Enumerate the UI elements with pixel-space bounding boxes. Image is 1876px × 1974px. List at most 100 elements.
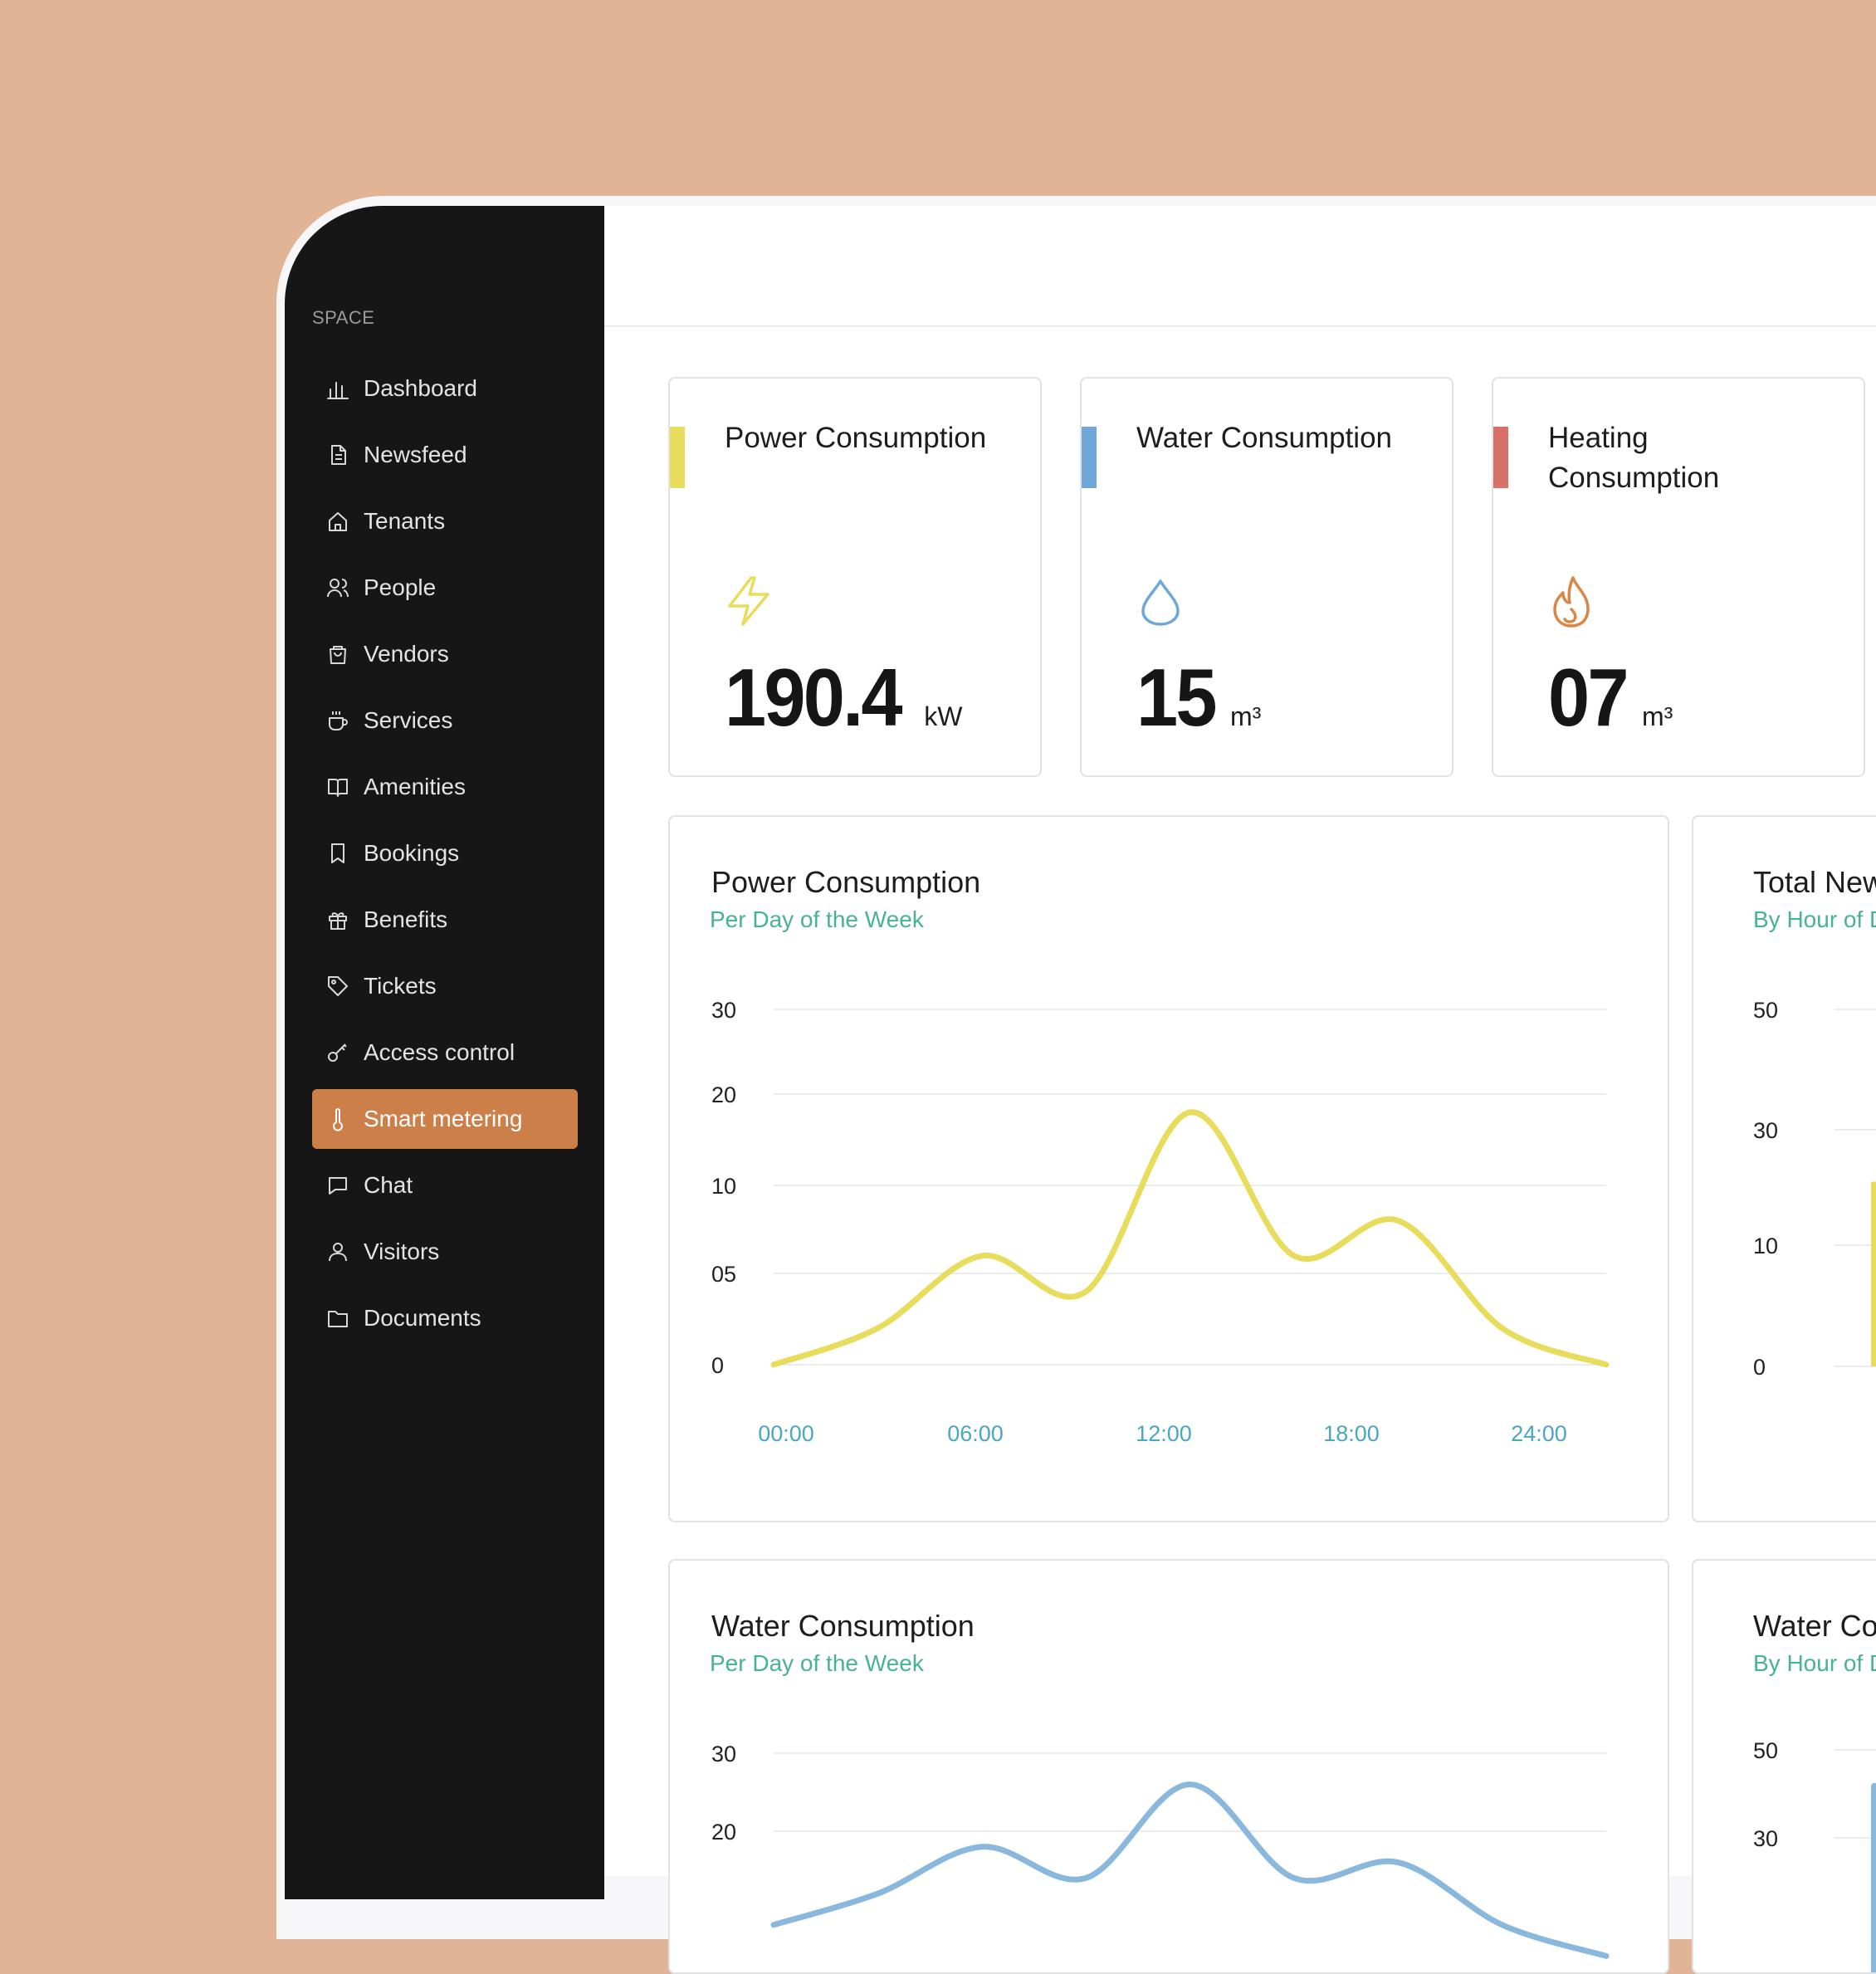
sidebar-item-label: Access control	[364, 1039, 515, 1065]
y-tick-label: 20	[711, 1820, 736, 1845]
y-tick-label: 50	[1753, 998, 1778, 1023]
stat-value: 190.4	[725, 652, 903, 743]
lightning-icon	[728, 576, 769, 626]
sidebar-item-label: Amenities	[364, 774, 466, 799]
sidebar-item-bookings[interactable]: Bookings	[312, 823, 578, 883]
panel-title: Power Consumption	[711, 865, 981, 899]
stat-accent	[670, 427, 685, 488]
x-tick-label: 24:00	[1511, 1421, 1567, 1446]
stat-accent	[1082, 427, 1097, 488]
panel-subtitle: By Hour of D	[1753, 906, 1876, 932]
x-tick-label: M	[1874, 1421, 1876, 1446]
shopping-bag-icon	[330, 646, 346, 664]
panel-title: Water Consumption	[711, 1609, 975, 1643]
stat-card-water: Water Consumption 15 m³	[1080, 377, 1453, 777]
stat-value-row: 07 m³	[1548, 651, 1673, 745]
water-line-chart: 30 20	[711, 1742, 1610, 1959]
sidebar-item-label: Benefits	[364, 906, 448, 932]
stat-card-heating: Heating Consumption 07 m³	[1492, 377, 1865, 777]
y-tick-label: 30	[711, 1742, 736, 1766]
stat-accent	[1493, 427, 1508, 488]
y-tick-label: 50	[1753, 1738, 1778, 1763]
sidebar: SPACE Dashboard Newsfeed Tenants People Vend…	[285, 206, 604, 1899]
y-tick-label: 10	[711, 1174, 736, 1199]
sidebar-item-vendors[interactable]: Vendors	[312, 624, 578, 684]
sidebar-item-chat[interactable]: Chat	[312, 1156, 578, 1215]
stat-unit: m³	[1642, 701, 1673, 731]
sidebar-item-tickets[interactable]: Tickets	[312, 956, 578, 1016]
stat-unit: m³	[1230, 701, 1262, 731]
stat-unit: kW	[924, 701, 963, 731]
bar	[1871, 1181, 1876, 1366]
power-chart-panel: Power Consumption Per Day of the Week 30…	[668, 815, 1669, 1522]
stat-title: Heating Consumption	[1548, 422, 1720, 494]
sidebar-item-services[interactable]: Services	[312, 691, 578, 750]
total-bar-chart: 50 30 10 0 M	[1753, 998, 1876, 1446]
total-new-panel: Total New By Hour of D 50 30 10 0 M	[1692, 815, 1876, 1522]
sidebar-item-label: Newsfeed	[364, 442, 467, 467]
sidebar-item-people[interactable]: People	[312, 558, 578, 618]
sidebar-item-label: Dashboard	[364, 375, 477, 401]
book-open-icon	[328, 779, 348, 797]
sidebar-item-label: Documents	[364, 1305, 481, 1331]
y-tick-label: 20	[711, 1082, 736, 1107]
users-icon	[327, 579, 349, 598]
water-chart-panel: Water Consumption Per Day of the Week 30…	[668, 1559, 1669, 1974]
key-icon	[328, 1043, 347, 1062]
sidebar-item-label: Services	[364, 707, 453, 733]
bookmark-icon	[331, 843, 344, 863]
stat-card-power: Power Consumption 190.4 kW	[668, 377, 1042, 777]
tag-icon	[328, 976, 348, 996]
sidebar-item-visitors[interactable]: Visitors	[312, 1222, 578, 1282]
home-icon	[329, 512, 347, 531]
coffee-cup-icon	[329, 711, 348, 730]
sidebar-item-access-control[interactable]: Access control	[312, 1023, 578, 1082]
user-icon	[329, 1243, 347, 1262]
stat-value-row: 15 m³	[1136, 651, 1261, 745]
panel-title: Water Co	[1753, 1609, 1876, 1643]
y-tick-label: 30	[1753, 1118, 1778, 1143]
gift-icon	[329, 912, 347, 930]
sidebar-item-label: People	[364, 574, 437, 600]
sidebar-item-label: Visitors	[364, 1239, 440, 1264]
series-line	[770, 1781, 1610, 1959]
chat-icon	[329, 1177, 347, 1195]
x-tick-label: 00:00	[758, 1421, 814, 1446]
y-tick-label: 0	[711, 1353, 724, 1378]
thermometer-icon	[333, 1108, 343, 1131]
y-tick-label: 0	[1753, 1355, 1766, 1380]
sidebar-item-dashboard[interactable]: Dashboard	[312, 359, 578, 418]
panel-subtitle: By Hour of D	[1753, 1650, 1876, 1676]
sidebar-item-tenants[interactable]: Tenants	[312, 491, 578, 551]
brand-label: SPACE	[312, 307, 375, 328]
water-hour-panel: Water Co By Hour of D 50 30	[1692, 1559, 1876, 1974]
sidebar-item-label: Chat	[364, 1172, 413, 1198]
y-tick-label: 30	[711, 998, 736, 1023]
stat-title: Power Consumption	[725, 422, 987, 454]
stat-value: 07	[1548, 652, 1629, 743]
panel-subtitle: Per Day of the Week	[710, 906, 924, 932]
sidebar-item-amenities[interactable]: Amenities	[312, 757, 578, 817]
sidebar-item-documents[interactable]: Documents	[312, 1288, 578, 1348]
y-tick-label: 05	[711, 1262, 736, 1287]
panel-subtitle: Per Day of the Week	[710, 1650, 924, 1676]
stat-value-row: 190.4 kW	[725, 651, 962, 745]
x-tick-label: 18:00	[1323, 1421, 1380, 1446]
bar	[1871, 1783, 1876, 1972]
sidebar-item-newsfeed[interactable]: Newsfeed	[312, 425, 578, 485]
sidebar-item-benefits[interactable]: Benefits	[312, 890, 578, 950]
power-line-chart: 30 20 10 05 0 00:00 06:00 12:00 18:00 24:00	[711, 998, 1610, 1446]
sidebar-item-label: Vendors	[364, 641, 449, 667]
x-tick-label: 12:00	[1136, 1421, 1192, 1446]
stat-title: Water Consumption	[1136, 422, 1392, 454]
sidebar-item-smart-metering[interactable]: Smart metering	[312, 1089, 578, 1149]
panel-title: Total New	[1753, 865, 1876, 899]
sidebar-item-label: Smart metering	[364, 1106, 523, 1131]
series-line	[770, 1109, 1610, 1368]
water-hour-bar-chart: 50 30	[1753, 1738, 1876, 1972]
sidebar-item-label: Bookings	[364, 840, 460, 866]
water-drop-icon	[1141, 579, 1180, 626]
document-icon	[331, 445, 346, 465]
flame-icon	[1553, 576, 1590, 628]
main-content: Power Consumption 190.4 kW Water Consump…	[604, 206, 1876, 1974]
